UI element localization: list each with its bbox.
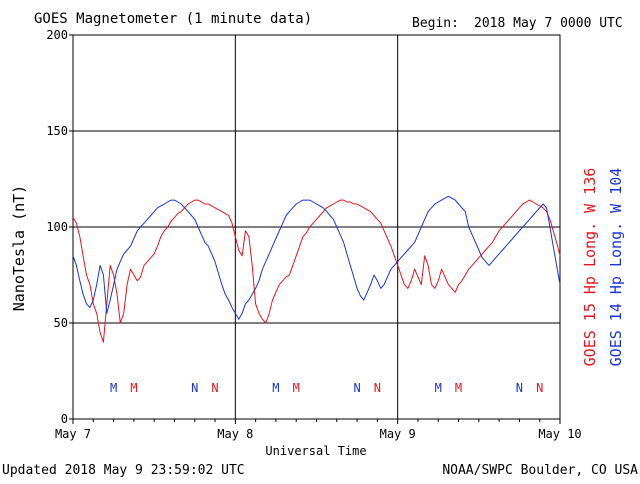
legend-goes15: GOES 15 Hp Long. W 136 [581, 168, 599, 367]
noon-marker: N [353, 381, 360, 395]
midnight-marker: M [455, 381, 462, 395]
x-tick-label: May 7 [55, 427, 91, 441]
series-line-goes15 [72, 199, 561, 343]
noon-marker: N [516, 381, 523, 395]
noon-marker: N [536, 381, 543, 395]
midnight-marker: M [130, 381, 137, 395]
legend-goes14: GOES 14 Hp Long. W 104 [607, 168, 625, 367]
midnight-marker: M [293, 381, 300, 395]
midnight-marker: M [110, 381, 117, 395]
updated-timestamp: Updated 2018 May 9 23:59:02 UTC [2, 463, 245, 478]
x-tick-label: May 9 [380, 427, 416, 441]
series-line-goes14 [72, 195, 561, 320]
y-tick-label: 200 [46, 28, 68, 42]
noon-marker: N [374, 381, 381, 395]
y-axis-ticks: 0 50 100 150 200 [46, 28, 73, 426]
noon-marker: N [211, 381, 218, 395]
chart-title: GOES Magnetometer (1 minute data) [34, 11, 312, 27]
y-axis-label: NanoTesla (nT) [10, 185, 28, 311]
credit-text: NOAA/SWPC Boulder, CO USA [442, 463, 638, 478]
y-tick-label: 150 [46, 124, 68, 138]
noon-marker: N [191, 381, 198, 395]
x-tick-label: May 8 [217, 427, 253, 441]
begin-label: Begin: [412, 16, 459, 31]
y-tick-label: 0 [61, 412, 68, 426]
x-tick-label: May 10 [538, 427, 581, 441]
y-tick-label: 100 [46, 220, 68, 234]
x-axis-ticks: May 7 May 8 May 9 May 10 [55, 419, 582, 441]
y-tick-label: 50 [54, 316, 68, 330]
grid-lines [73, 35, 560, 419]
midnight-marker: M [435, 381, 442, 395]
midnight-marker: M [272, 381, 279, 395]
data-series [72, 195, 561, 343]
begin-value: 2018 May 7 0000 UTC [474, 16, 623, 31]
x-axis-label: Universal Time [265, 444, 366, 458]
